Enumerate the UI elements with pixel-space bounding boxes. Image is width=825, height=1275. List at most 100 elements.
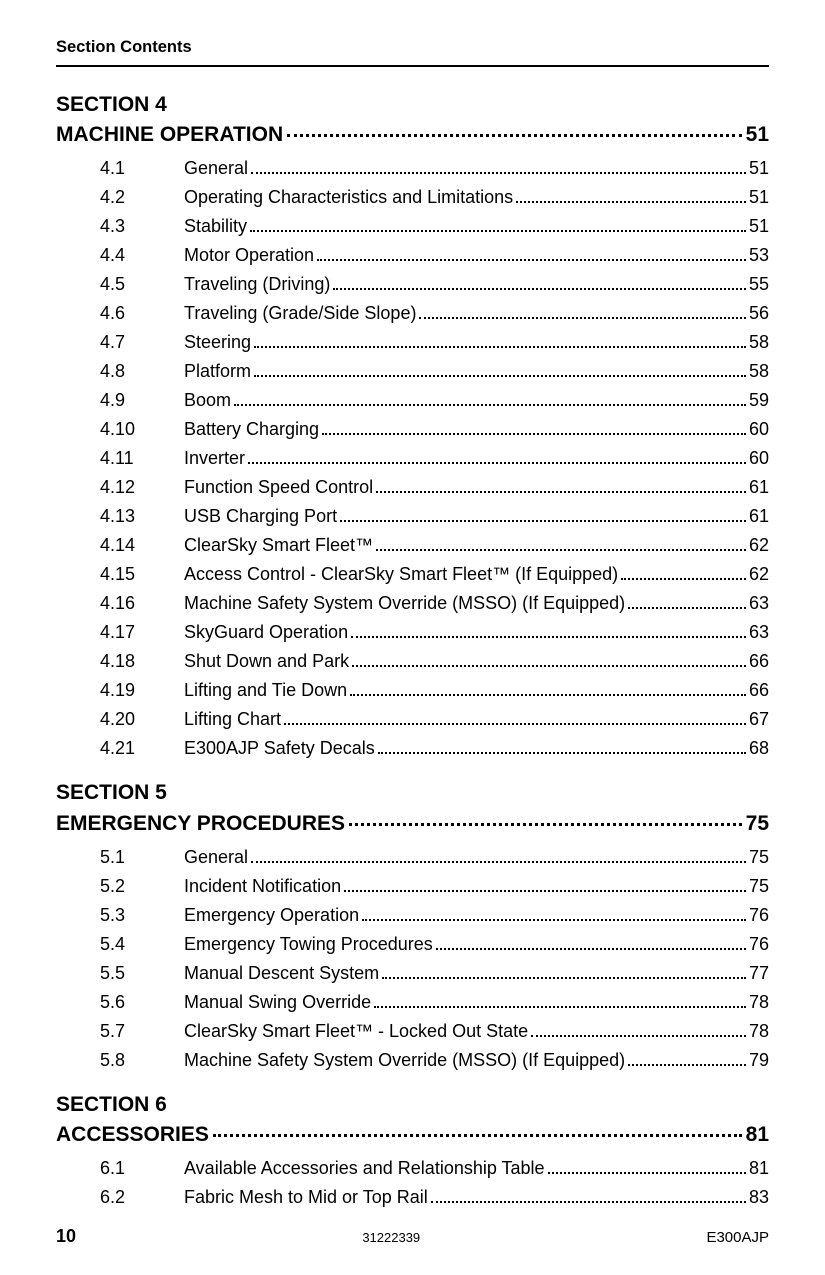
entry-title: Platform — [184, 362, 251, 380]
footer-model: E300AJP — [706, 1229, 769, 1246]
section-label: SECTION 4 — [56, 91, 769, 119]
entry-title: Fabric Mesh to Mid or Top Rail — [184, 1188, 428, 1206]
entry-title: Machine Safety System Override (MSSO) (I… — [184, 594, 625, 612]
toc-entry: 5.6Manual Swing Override 78 — [56, 993, 769, 1011]
entry-title: Manual Descent System — [184, 964, 379, 982]
entry-title: ClearSky Smart Fleet™ - Locked Out State — [184, 1022, 528, 1040]
entry-number: 4.11 — [100, 449, 184, 467]
toc-entry: 5.2Incident Notification75 — [56, 877, 769, 895]
entry-page: 62 — [749, 565, 769, 583]
entry-number: 6.2 — [100, 1188, 184, 1206]
dot-leader — [548, 1172, 746, 1174]
dot-leader — [333, 288, 746, 290]
entry-title: Machine Safety System Override (MSSO) (I… — [184, 1051, 625, 1069]
toc-entry: 4.4Motor Operation53 — [56, 246, 769, 264]
entry-page: 81 — [749, 1159, 769, 1177]
section-title-row: ACCESSORIES81 — [56, 1123, 769, 1147]
entry-title: E300AJP Safety Decals — [184, 739, 375, 757]
dot-leader — [621, 578, 746, 580]
toc-entry: 4.13USB Charging Port61 — [56, 507, 769, 525]
entry-number: 4.1 — [100, 159, 184, 177]
toc-entry: 4.5Traveling (Driving)55 — [56, 275, 769, 293]
dot-leader — [351, 636, 746, 638]
toc-entry: 6.1Available Accessories and Relationshi… — [56, 1159, 769, 1177]
entry-page: 58 — [749, 333, 769, 351]
toc-entry: 4.21E300AJP Safety Decals68 — [56, 739, 769, 757]
entry-number: 5.6 — [100, 993, 184, 1011]
section-title-row: EMERGENCY PROCEDURES 75 — [56, 812, 769, 836]
dot-leader — [287, 134, 742, 137]
section-page: 51 — [746, 123, 769, 147]
entry-title: Emergency Operation — [184, 906, 359, 924]
entry-title: Traveling (Grade/Side Slope) — [184, 304, 416, 322]
entry-number: 4.10 — [100, 420, 184, 438]
entry-page: 78 — [749, 993, 769, 1011]
dot-leader — [531, 1035, 746, 1037]
entry-number: 4.20 — [100, 710, 184, 728]
dot-leader — [284, 723, 746, 725]
entry-page: 76 — [749, 935, 769, 953]
dot-leader — [213, 1134, 742, 1137]
dot-leader — [340, 520, 746, 522]
entry-page: 59 — [749, 391, 769, 409]
entry-page: 79 — [749, 1051, 769, 1069]
footer-doc-number: 31222339 — [362, 1230, 420, 1245]
dot-leader — [382, 977, 746, 979]
entry-number: 4.13 — [100, 507, 184, 525]
toc-entry: 4.11Inverter 60 — [56, 449, 769, 467]
entry-page: 62 — [749, 536, 769, 554]
toc-entry: 5.5Manual Descent System77 — [56, 964, 769, 982]
dot-leader — [254, 375, 746, 377]
entry-page: 51 — [749, 217, 769, 235]
toc-entry: 4.12Function Speed Control61 — [56, 478, 769, 496]
entry-title: SkyGuard Operation — [184, 623, 348, 641]
toc-entry: 6.2Fabric Mesh to Mid or Top Rail83 — [56, 1188, 769, 1206]
entry-title: Manual Swing Override — [184, 993, 371, 1011]
dot-leader — [376, 549, 746, 551]
entry-number: 4.17 — [100, 623, 184, 641]
entry-number: 5.4 — [100, 935, 184, 953]
toc-entry: 4.7Steering58 — [56, 333, 769, 351]
section-label: SECTION 5 — [56, 779, 769, 807]
entry-page: 77 — [749, 964, 769, 982]
entry-number: 5.8 — [100, 1051, 184, 1069]
entry-title: Lifting Chart — [184, 710, 281, 728]
dot-leader — [250, 230, 746, 232]
entry-title: Motor Operation — [184, 246, 314, 264]
entry-page: 60 — [749, 449, 769, 467]
section-entries: 6.1Available Accessories and Relationshi… — [56, 1159, 769, 1206]
section-page: 81 — [746, 1123, 769, 1147]
dot-leader — [378, 752, 746, 754]
section-title: EMERGENCY PROCEDURES — [56, 812, 345, 836]
toc-entry: 4.9Boom59 — [56, 391, 769, 409]
toc-entry: 4.8Platform58 — [56, 362, 769, 380]
entry-title: Inverter — [184, 449, 245, 467]
toc-section: SECTION 4MACHINE OPERATION514.1General51… — [56, 91, 769, 757]
entry-number: 4.12 — [100, 478, 184, 496]
entry-page: 63 — [749, 594, 769, 612]
entry-title: ClearSky Smart Fleet™ — [184, 536, 373, 554]
entry-title: Traveling (Driving) — [184, 275, 330, 293]
entry-number: 5.2 — [100, 877, 184, 895]
entry-title: Shut Down and Park — [184, 652, 349, 670]
entry-number: 4.3 — [100, 217, 184, 235]
entry-page: 67 — [749, 710, 769, 728]
entry-number: 4.5 — [100, 275, 184, 293]
toc-entry: 4.19Lifting and Tie Down66 — [56, 681, 769, 699]
entry-page: 56 — [749, 304, 769, 322]
dot-leader — [516, 201, 746, 203]
toc-entry: 4.2Operating Characteristics and Limitat… — [56, 188, 769, 206]
entry-page: 75 — [749, 877, 769, 895]
entry-number: 4.4 — [100, 246, 184, 264]
entry-page: 61 — [749, 478, 769, 496]
dot-leader — [317, 259, 746, 261]
toc-entry: 4.14ClearSky Smart Fleet™62 — [56, 536, 769, 554]
dot-leader — [234, 404, 746, 406]
section-page: 75 — [746, 812, 769, 836]
dot-leader — [254, 346, 746, 348]
dot-leader — [376, 491, 746, 493]
dot-leader — [362, 919, 746, 921]
toc-entry: 4.1General51 — [56, 159, 769, 177]
entry-number: 4.18 — [100, 652, 184, 670]
toc-entry: 4.20Lifting Chart 67 — [56, 710, 769, 728]
